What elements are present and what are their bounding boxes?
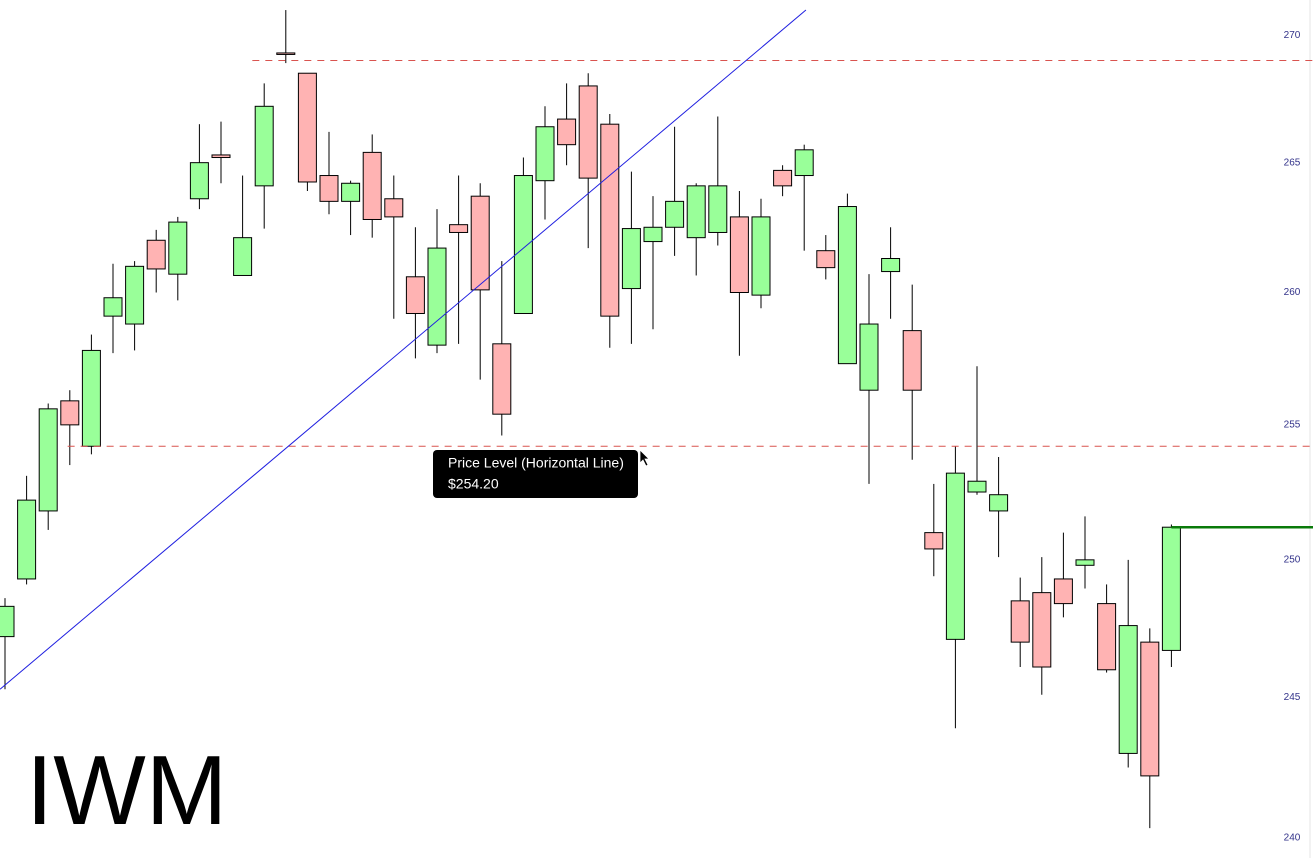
candle-body — [902, 330, 922, 391]
candle-body — [1140, 641, 1160, 777]
candle-body — [146, 239, 166, 270]
tooltip-value: $254.20 — [448, 476, 499, 492]
candle-body — [1032, 592, 1052, 668]
candle-body — [125, 265, 145, 325]
candle-body — [578, 85, 598, 179]
candle-body — [751, 216, 771, 296]
candle-body — [276, 52, 296, 55]
tooltip-title: Price Level (Horizontal Line) — [448, 455, 624, 471]
candle-body — [103, 297, 123, 317]
candle-body — [967, 480, 987, 493]
candle-body — [924, 532, 944, 550]
candle-body — [427, 247, 447, 346]
candle-body — [945, 472, 965, 640]
candle-body — [686, 185, 706, 239]
y-tick-label: 240 — [1284, 833, 1301, 844]
candle-body — [233, 237, 253, 276]
candle-body — [1075, 559, 1095, 566]
y-tick-label: 270 — [1284, 30, 1301, 41]
cursor — [639, 449, 650, 467]
candle-body — [0, 605, 15, 638]
candle-body — [470, 195, 490, 291]
tooltip: Price Level (Horizontal Line) $254.20 — [433, 450, 638, 498]
candle-body — [665, 200, 685, 228]
trendline — [0, 9, 807, 690]
candle-body — [1161, 526, 1181, 651]
candle-body — [1097, 603, 1117, 671]
candle-body — [837, 206, 857, 365]
candle-body — [794, 149, 814, 177]
candle-body — [168, 221, 188, 275]
candle-body — [189, 162, 209, 200]
candle-body — [881, 258, 901, 273]
candle-body — [1053, 578, 1073, 605]
candle-body — [773, 169, 793, 187]
candle-body — [405, 276, 425, 315]
candle-body — [81, 349, 101, 447]
y-tick-label: 250 — [1284, 554, 1301, 565]
candle-body — [211, 154, 231, 159]
candle-body — [643, 226, 663, 243]
y-tick-label: 260 — [1284, 287, 1301, 298]
candle-body — [557, 118, 577, 146]
tooltip-box — [433, 450, 638, 498]
candle-body — [362, 151, 382, 220]
candle-body — [621, 228, 641, 290]
y-tick-label: 245 — [1284, 692, 1301, 703]
candle-body — [17, 499, 37, 580]
candle-body — [513, 175, 533, 315]
candle-body — [1118, 625, 1138, 754]
candle-body — [600, 123, 620, 317]
candle-body — [1010, 600, 1030, 643]
candle-body — [319, 175, 339, 202]
candle-body — [535, 126, 555, 182]
candle-body — [384, 198, 404, 218]
candle-body — [297, 72, 317, 183]
candle-body — [708, 185, 728, 233]
candle-body — [492, 343, 512, 415]
candle-body — [859, 323, 879, 391]
candle-body — [989, 494, 1009, 512]
candle-body — [341, 182, 361, 202]
candle-body — [254, 105, 274, 187]
watermark: IWM — [26, 735, 227, 845]
candle-body — [729, 216, 749, 293]
candle-body — [38, 408, 58, 512]
candle-body — [449, 224, 469, 233]
candle-body — [60, 400, 80, 426]
y-tick-label: 265 — [1284, 157, 1301, 168]
candle-body — [816, 250, 836, 269]
y-tick-label: 255 — [1284, 419, 1301, 430]
